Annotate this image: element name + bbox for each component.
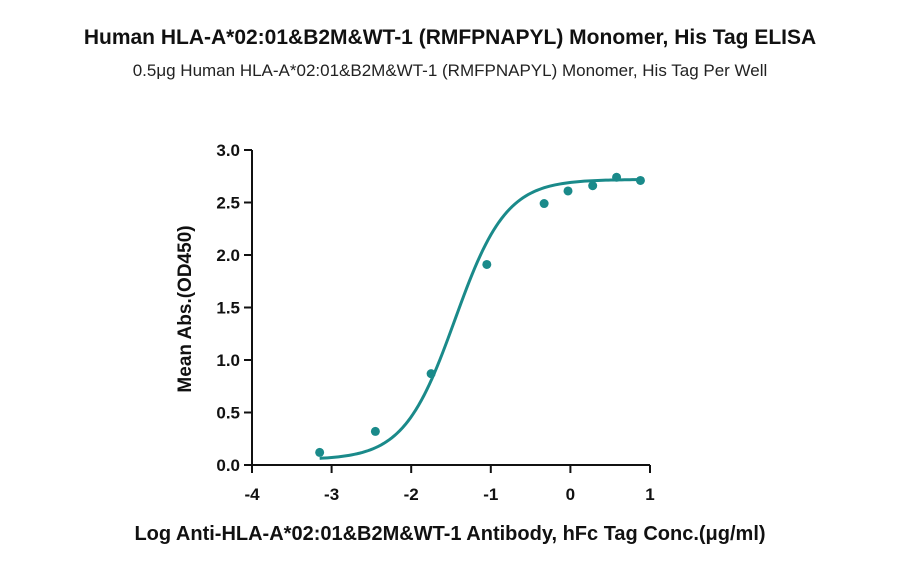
- y-tick-label: 2.0: [216, 246, 240, 265]
- data-point: [588, 181, 598, 191]
- data-point: [370, 426, 380, 436]
- chart-title: Human HLA-A*02:01&B2M&WT-1 (RMFPNAPYL) M…: [83, 26, 817, 49]
- y-axis-label: Mean Abs.(OD450): [175, 225, 196, 392]
- data-point: [563, 186, 573, 196]
- fit-curve-layer: [319, 178, 641, 460]
- x-tick-label: -1: [483, 485, 498, 504]
- y-tick-label: 0.5: [216, 404, 240, 423]
- x-tick-label: -3: [324, 485, 339, 504]
- data-point: [482, 259, 492, 269]
- x-tick-label: 1: [645, 485, 654, 504]
- data-point: [635, 175, 645, 185]
- x-tick-label: 0: [566, 485, 575, 504]
- data-point: [539, 199, 549, 209]
- axes: 0.0 0.5 1.0 1.5 2.0 2.5 3.0 -4 -3 -2 -1 0 1: [216, 141, 654, 504]
- y-tick-label: 1.0: [216, 351, 240, 370]
- data-point: [315, 447, 325, 457]
- fit-curve-line: [319, 178, 641, 460]
- chart-subtitle: 0.5μg Human HLA-A*02:01&B2M&WT-1 (RMFPNA…: [132, 61, 768, 80]
- y-tick-label: 0.0: [216, 456, 240, 475]
- x-tick-label: -2: [404, 485, 419, 504]
- data-point: [612, 172, 622, 182]
- data-point: [426, 369, 436, 379]
- x-axis-label: Log Anti-HLA-A*02:01&B2M&WT-1 Antibody, …: [134, 523, 765, 545]
- y-tick-label: 2.5: [216, 194, 240, 213]
- y-tick-label: 1.5: [216, 299, 240, 318]
- y-tick-label: 3.0: [216, 141, 240, 160]
- x-tick-label: -4: [244, 485, 260, 504]
- data-points-layer: [315, 172, 645, 457]
